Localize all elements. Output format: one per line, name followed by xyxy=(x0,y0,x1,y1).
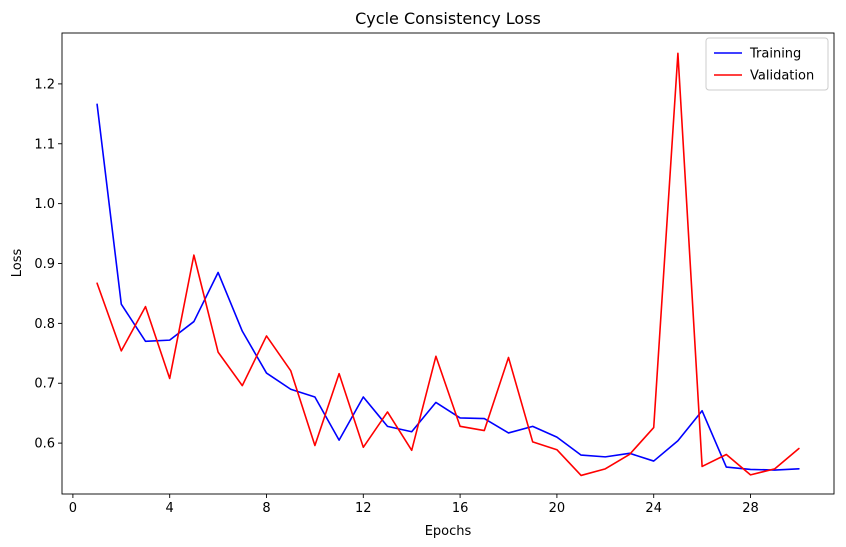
x-tick-label: 12 xyxy=(355,501,372,516)
x-tick-label: 20 xyxy=(549,501,566,516)
legend-label-training: Training xyxy=(749,47,801,62)
x-tick-label: 28 xyxy=(742,501,759,516)
legend-box xyxy=(705,37,829,91)
plot-area: 0 4 8 12 16 20 24 28 0.6 0.7 0.8 0.9 1.0 1.1 1.2 Traini… xyxy=(34,32,835,516)
chart-title: Cycle Consistency Loss xyxy=(355,9,541,28)
legend-label-validation: Validation xyxy=(750,69,814,84)
y-tick-label: 1.0 xyxy=(34,197,55,212)
plot-frame xyxy=(61,32,835,495)
y-tick-label: 0.8 xyxy=(34,317,55,332)
y-tick-label: 0.7 xyxy=(34,377,55,392)
series-line-validation xyxy=(96,52,800,477)
x-tick-label: 16 xyxy=(452,501,469,516)
y-tick-label: 1.2 xyxy=(34,77,55,92)
x-tick-label: 8 xyxy=(262,501,270,516)
x-tick-label: 4 xyxy=(166,501,174,516)
x-tick-label: 24 xyxy=(645,501,662,516)
y-tick-label: 1.1 xyxy=(34,137,55,152)
x-axis-label: Epochs xyxy=(425,524,472,539)
x-tick-label: 0 xyxy=(69,501,77,516)
y-tick-label: 0.6 xyxy=(34,437,55,452)
series-line-training xyxy=(96,103,800,471)
y-axis-label: Loss xyxy=(10,249,25,278)
legend: Training Validation xyxy=(705,37,829,91)
y-tick-label: 0.9 xyxy=(34,257,55,272)
